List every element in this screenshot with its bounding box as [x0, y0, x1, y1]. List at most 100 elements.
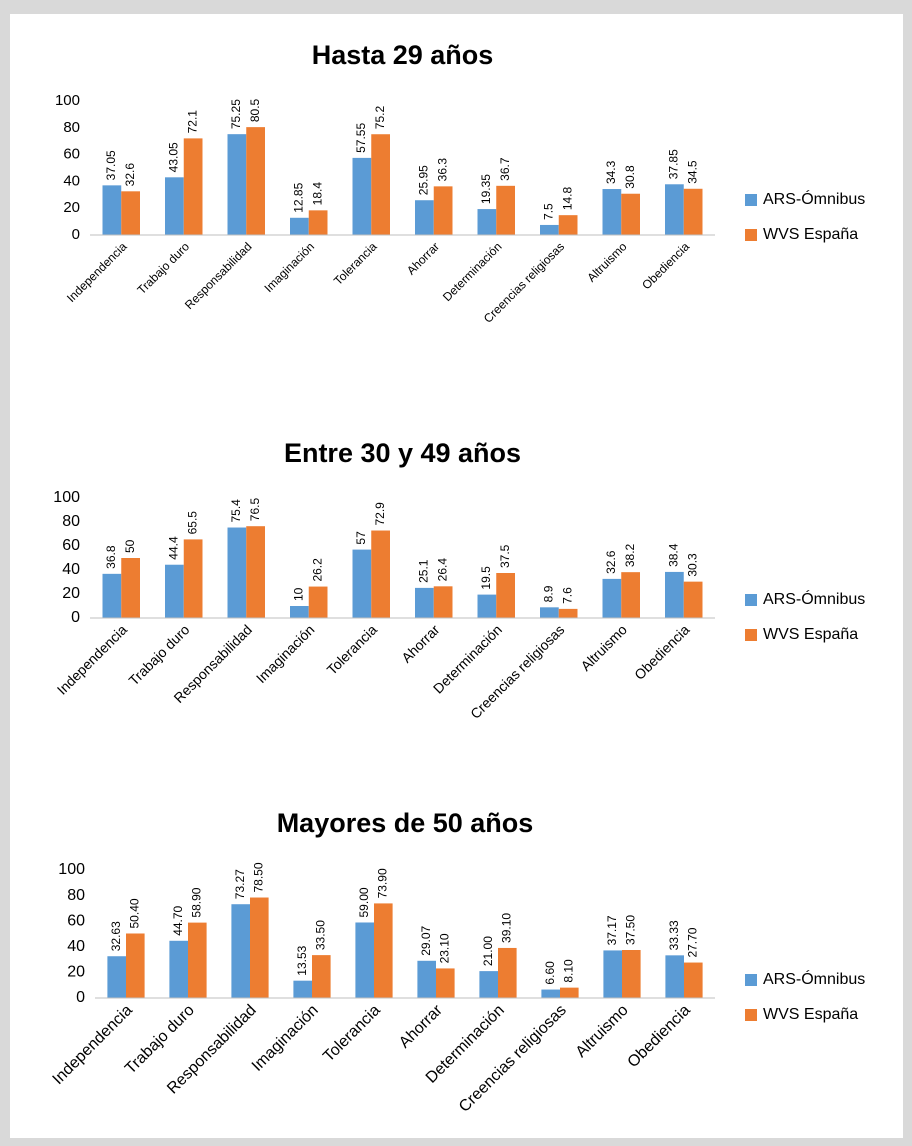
bar: [290, 217, 309, 235]
bar: [165, 564, 184, 618]
bar: [126, 933, 145, 998]
value-label: 30.8: [623, 165, 637, 189]
value-label: 72.9: [373, 502, 387, 526]
value-label: 32.6: [604, 550, 618, 574]
value-label: 19.35: [479, 174, 493, 204]
bar: [684, 962, 703, 998]
value-label: 75.2: [373, 106, 387, 130]
bar: [308, 210, 328, 235]
bar: [683, 188, 703, 235]
bar: [560, 987, 579, 998]
value-label: 33.50: [313, 920, 327, 950]
y-tick-label: 0: [76, 989, 85, 1006]
bar: [107, 956, 126, 998]
bar: [541, 989, 560, 998]
bar: [436, 968, 455, 998]
legend-label: WVS España: [763, 226, 858, 243]
bar: [665, 955, 684, 998]
bar: [622, 950, 641, 998]
bar: [246, 526, 265, 618]
value-label: 34.3: [604, 160, 618, 184]
bar: [477, 594, 497, 618]
bar: [540, 607, 559, 618]
value-label: 29.07: [419, 925, 433, 955]
value-label: 37.05: [104, 150, 118, 180]
legend-swatch: [745, 229, 757, 241]
legend-swatch: [745, 974, 757, 986]
chart-title: Hasta 29 años: [312, 40, 494, 70]
bar: [352, 157, 372, 235]
y-tick-label: 40: [67, 938, 85, 955]
value-label: 38.4: [667, 543, 681, 567]
bar: [355, 922, 374, 998]
value-label: 44.70: [171, 905, 185, 935]
value-label: 75.25: [229, 99, 243, 129]
value-label: 14.8: [560, 186, 574, 210]
value-label: 58.90: [189, 887, 203, 917]
bar: [665, 571, 684, 618]
value-label: 12.85: [292, 182, 306, 212]
value-label: 7.5: [542, 203, 556, 220]
value-label: 73.90: [375, 868, 389, 898]
value-label: 38.2: [623, 543, 637, 567]
value-label: 37.85: [667, 149, 681, 179]
value-label: 34.5: [685, 160, 699, 184]
bar: [165, 177, 184, 235]
bar: [621, 193, 640, 235]
y-tick-label: 20: [63, 199, 80, 216]
value-label: 21.00: [481, 936, 495, 966]
legend-label: WVS España: [763, 1006, 858, 1023]
bar: [293, 980, 312, 998]
value-label: 18.4: [310, 182, 324, 206]
chart-title: Entre 30 y 49 años: [284, 438, 521, 468]
legend-label: ARS-Ómnibus: [763, 589, 865, 608]
value-label: 50: [123, 539, 137, 553]
value-label: 10: [292, 587, 306, 601]
value-label: 43.05: [167, 142, 181, 172]
bar: [603, 950, 622, 998]
bar: [183, 138, 203, 235]
bar: [621, 572, 640, 618]
value-label: 72.1: [185, 110, 199, 134]
y-tick-label: 40: [63, 172, 80, 189]
legend-swatch: [745, 194, 757, 206]
bar: [417, 960, 436, 998]
bar: [415, 200, 434, 235]
y-tick-label: 100: [58, 861, 85, 878]
legend-label: WVS España: [763, 626, 858, 643]
bar: [227, 134, 247, 235]
bar: [496, 573, 515, 618]
bar: [308, 586, 328, 618]
bar: [121, 558, 140, 618]
y-tick-label: 60: [62, 537, 80, 554]
y-tick-label: 20: [62, 585, 80, 602]
value-label: 80.5: [248, 98, 262, 122]
bar: [246, 127, 265, 235]
value-label: 36.7: [498, 157, 512, 181]
value-label: 25.95: [417, 165, 431, 195]
bar: [290, 606, 309, 618]
value-label: 8.9: [542, 585, 556, 602]
bar: [102, 573, 122, 618]
y-tick-label: 80: [67, 887, 85, 904]
bar: [683, 581, 703, 618]
value-label: 73.27: [233, 869, 247, 899]
bar: [479, 971, 498, 998]
bar: [371, 134, 390, 235]
bar: [433, 586, 453, 618]
bar: [602, 189, 622, 235]
legend-label: ARS-Ómnibus: [763, 969, 865, 988]
value-label: 39.10: [499, 913, 513, 943]
value-label: 32.6: [123, 163, 137, 187]
y-tick-label: 60: [63, 146, 80, 163]
legend-label: ARS-Ómnibus: [763, 189, 865, 208]
y-tick-label: 40: [62, 561, 80, 578]
y-tick-label: 100: [55, 92, 80, 109]
value-label: 19.5: [479, 566, 493, 590]
chart-title: Mayores de 50 años: [277, 808, 534, 838]
bar: [188, 922, 207, 998]
bar: [415, 587, 434, 618]
value-label: 65.5: [185, 511, 199, 535]
value-label: 37.5: [498, 544, 512, 568]
